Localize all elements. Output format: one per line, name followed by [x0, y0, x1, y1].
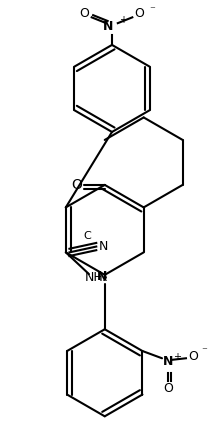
Text: N: N	[99, 240, 108, 253]
Text: O: O	[135, 7, 144, 20]
Text: O: O	[80, 7, 89, 20]
Text: ⁻: ⁻	[149, 5, 155, 15]
Text: O: O	[163, 382, 173, 395]
Text: N: N	[163, 355, 173, 368]
Text: O: O	[188, 350, 198, 363]
Text: +: +	[119, 14, 127, 25]
Text: +: +	[173, 352, 181, 362]
Text: C: C	[84, 231, 91, 241]
Text: O: O	[72, 178, 83, 192]
Text: N: N	[103, 20, 114, 33]
Text: NH₂: NH₂	[84, 271, 108, 284]
Text: ⁻: ⁻	[201, 347, 207, 357]
Text: N: N	[97, 270, 107, 283]
